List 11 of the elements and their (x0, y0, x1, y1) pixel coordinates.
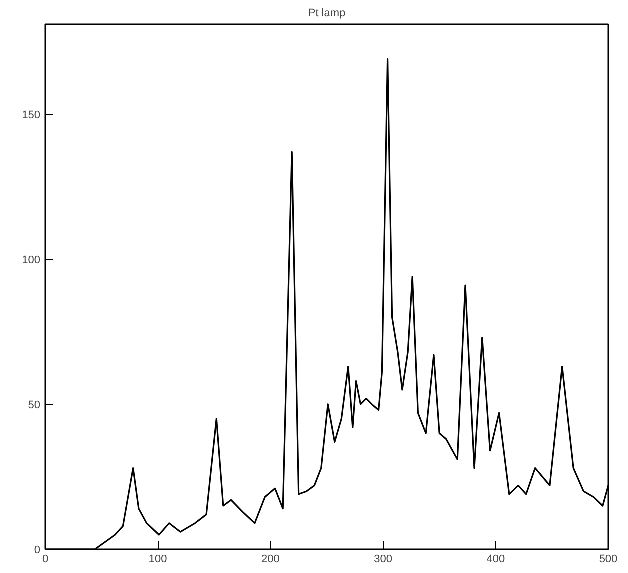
x-tick-label: 500 (599, 554, 618, 566)
x-tick-label: 200 (262, 554, 280, 566)
y-tick-label: 150 (22, 109, 41, 122)
x-tick-label: 0 (42, 554, 49, 566)
chart-title: Pt lamp (308, 8, 346, 20)
y-tick-label: 100 (22, 254, 41, 266)
x-tick-label: 100 (148, 554, 168, 566)
y-tick-label: 50 (28, 399, 41, 412)
x-tick-label: 300 (374, 554, 392, 566)
y-tick-label: 0 (34, 544, 41, 556)
x-tick-label: 400 (486, 554, 506, 566)
